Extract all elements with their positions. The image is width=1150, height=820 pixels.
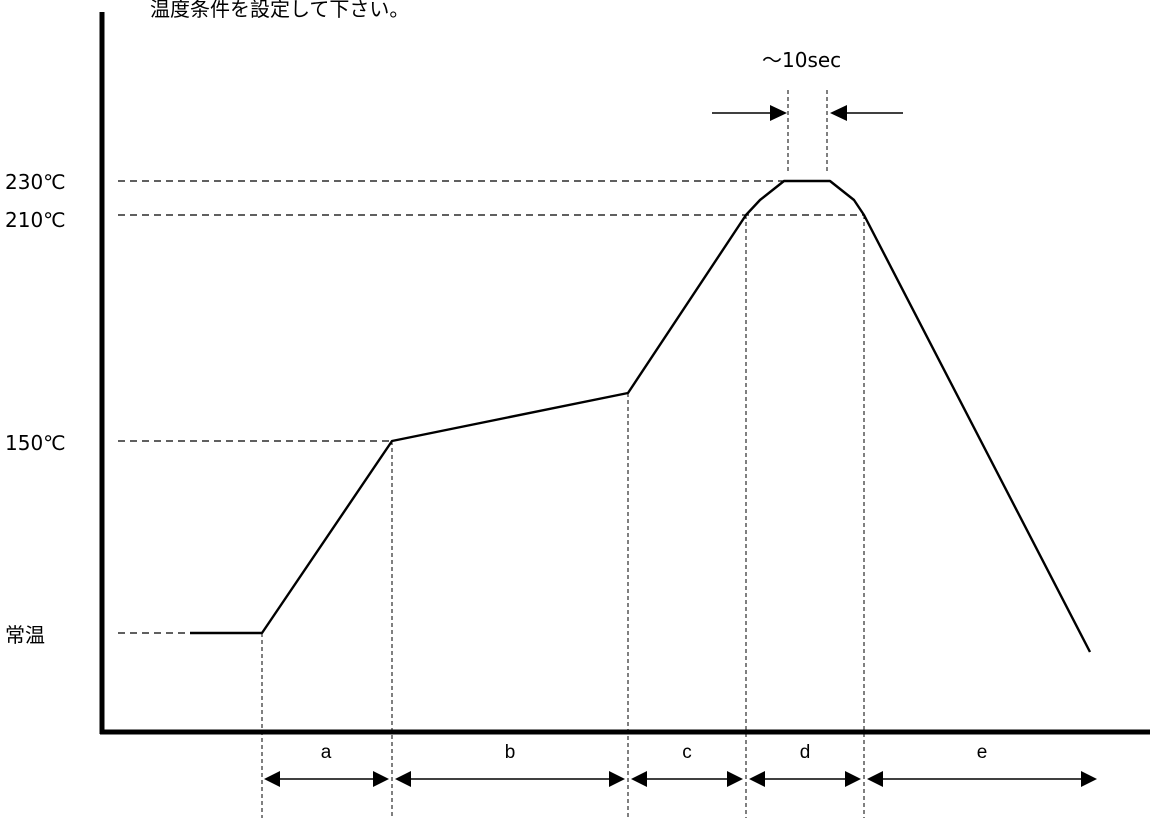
peak-duration-label: 〜10sec bbox=[762, 48, 841, 72]
horizontal-guides bbox=[118, 180, 864, 634]
segment-arrow-e bbox=[867, 771, 1097, 787]
label-room-temp: 常温 bbox=[5, 623, 45, 647]
segment-arrows bbox=[264, 771, 1097, 787]
segment-label-b: b bbox=[505, 742, 516, 763]
segment-arrow-b bbox=[395, 771, 625, 787]
peak-duration-indicator bbox=[712, 105, 903, 121]
label-150c: 150℃ bbox=[5, 431, 66, 455]
label-230c: 230℃ bbox=[5, 170, 66, 194]
diagram-title: 温度条件を設定して下さい。 bbox=[150, 0, 409, 21]
segment-label-a: a bbox=[321, 742, 332, 763]
segment-arrow-a bbox=[264, 771, 389, 787]
label-210c: 210℃ bbox=[5, 208, 66, 232]
segment-arrow-c bbox=[631, 771, 743, 787]
vertical-guides bbox=[261, 90, 865, 818]
segment-label-e: e bbox=[977, 742, 988, 763]
segment-label-d: d bbox=[800, 742, 811, 763]
segment-label-c: c bbox=[682, 742, 692, 763]
segment-arrow-d bbox=[749, 771, 861, 787]
temperature-profile-line bbox=[190, 179, 1092, 653]
